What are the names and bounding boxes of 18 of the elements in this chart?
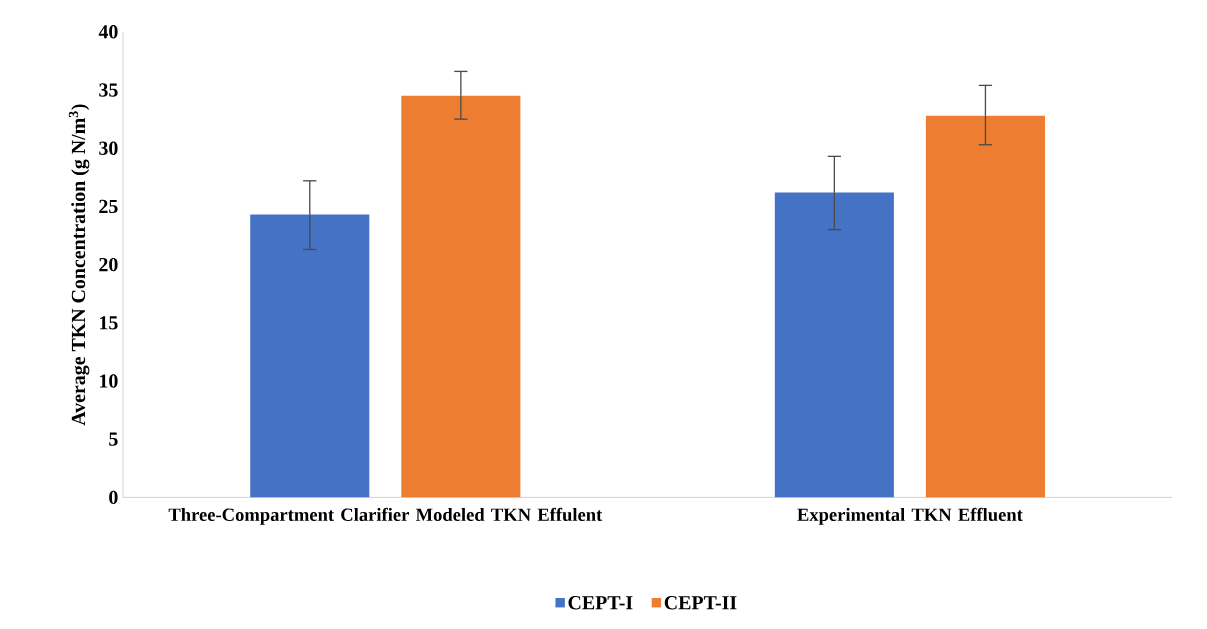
y-tick-label: 25 (99, 199, 118, 214)
y-tick-label: 35 (99, 83, 118, 97)
legend-label: CEPT-I (568, 596, 633, 610)
y-tick-label: 30 (99, 141, 118, 156)
y-tick-label: 15 (100, 316, 118, 330)
y-tick-label: 40 (98, 25, 118, 39)
legend-label: CEPT-II (664, 596, 737, 610)
bar (925, 115, 1045, 498)
y-tick-label: 5 (109, 432, 118, 446)
y-tick-label: 20 (99, 258, 118, 272)
x-tick-label: Experimental TKN Effluent (797, 507, 1023, 525)
y-tick-label: 10 (100, 374, 118, 388)
x-tick-label: Three-Compartment Clarifier Modeled TKN Effulent (168, 507, 603, 525)
y-tick-label: 0 (109, 490, 118, 505)
y-axis-title: Average TKN Concentration (g N/m$^{3}$) (68, 104, 90, 426)
bar (250, 214, 370, 498)
bar (401, 96, 521, 498)
bar (774, 192, 894, 498)
